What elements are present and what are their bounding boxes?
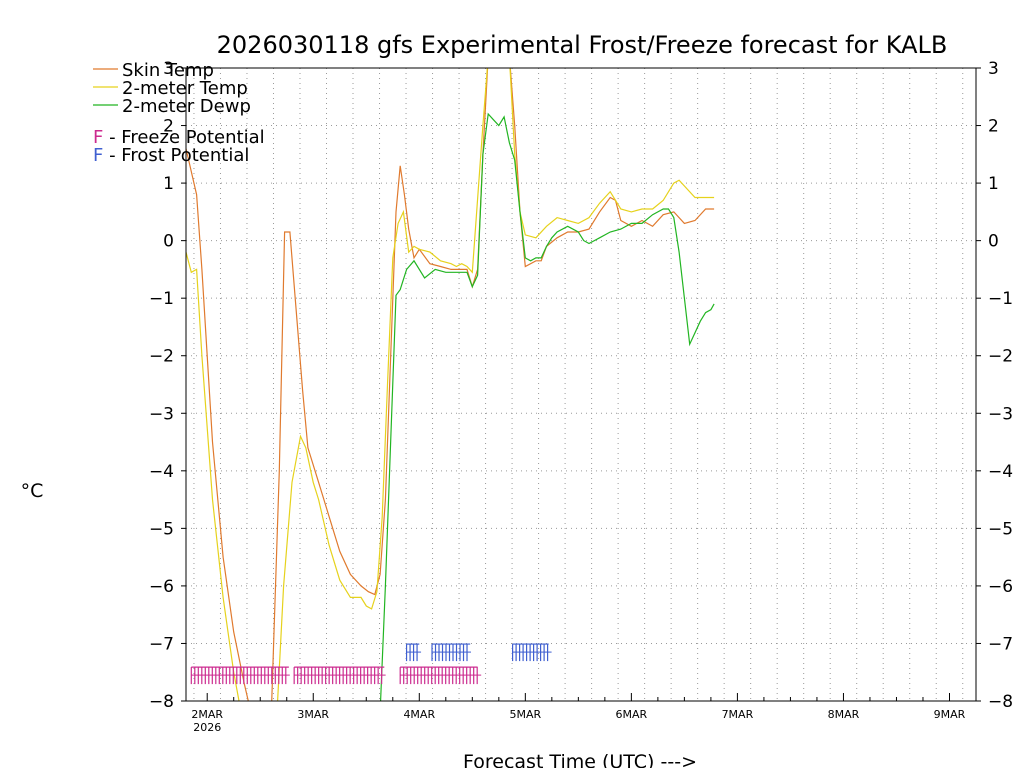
data-series bbox=[186, 68, 715, 701]
y-tick-label-left: −8 bbox=[149, 692, 174, 712]
potential-legend-text: - Frost Potential bbox=[103, 145, 249, 166]
y-tick-label-right: 0 bbox=[988, 232, 999, 252]
y-tick-label-left: −6 bbox=[149, 577, 174, 597]
y-tick-label-left: −7 bbox=[149, 634, 174, 654]
series-line-2-meter-temp bbox=[186, 68, 715, 701]
x-date-label: 3MAR bbox=[297, 708, 329, 721]
y-tick-label-right: −1 bbox=[988, 289, 1013, 309]
x-year-label: 2026 bbox=[193, 721, 221, 734]
potential-legend-symbol: F bbox=[93, 127, 103, 148]
x-date-label: 8MAR bbox=[828, 708, 860, 721]
axes: 3 3 2 2 1 1 0 0 −1 −1 −2 −2 −3 −3 −4 −4 −5 −5 −6 −6 −7 −7 −8 −8… bbox=[149, 59, 1013, 734]
y-tick-label-left: −5 bbox=[149, 519, 174, 539]
x-date-label: 9MAR bbox=[934, 708, 966, 721]
y-tick-label-right: −4 bbox=[988, 462, 1013, 482]
y-tick-label-right: −5 bbox=[988, 519, 1013, 539]
y-tick-label-right: −8 bbox=[988, 692, 1013, 712]
potential-legend-item: F - Frost Potential bbox=[93, 145, 249, 166]
legend-label: 2-meter Dewp bbox=[122, 96, 251, 117]
potential-legend-item: F - Freeze Potential bbox=[93, 127, 265, 148]
y-axis-label: °C bbox=[21, 480, 44, 502]
potential-legend-symbol: F bbox=[93, 145, 103, 166]
y-tick-label-left: −4 bbox=[149, 462, 174, 482]
y-tick-label-left: −2 bbox=[149, 347, 174, 367]
y-tick-label-left: 2 bbox=[163, 117, 174, 137]
y-tick-label-right: 3 bbox=[988, 59, 999, 79]
y-tick-label-right: −3 bbox=[988, 404, 1013, 424]
x-date-label: 5MAR bbox=[509, 708, 541, 721]
y-tick-label-right: −7 bbox=[988, 634, 1013, 654]
y-tick-label-left: 3 bbox=[163, 59, 174, 79]
y-tick-label-left: 1 bbox=[163, 174, 174, 194]
y-tick-label-left: 0 bbox=[163, 232, 174, 252]
plot-frame bbox=[185, 67, 977, 702]
x-axis-label: Forecast Time (UTC) ---> bbox=[463, 751, 697, 768]
y-tick-label-left: −1 bbox=[149, 289, 174, 309]
potential-markers bbox=[190, 643, 552, 685]
legend-label: Skin Temp bbox=[122, 60, 214, 81]
chart-title: 2026030118 gfs Experimental Frost/Freeze… bbox=[217, 31, 948, 59]
y-tick-label-left: −3 bbox=[149, 404, 174, 424]
x-date-label: 2MAR bbox=[191, 708, 223, 721]
grid-lines bbox=[186, 68, 976, 701]
x-date-label: 7MAR bbox=[722, 708, 754, 721]
y-tick-label-right: 1 bbox=[988, 174, 999, 194]
x-date-label: 6MAR bbox=[616, 708, 648, 721]
legend-label: 2-meter Temp bbox=[122, 78, 248, 99]
x-date-label: 4MAR bbox=[403, 708, 435, 721]
y-tick-label-right: −2 bbox=[988, 347, 1013, 367]
series-line-2-meter-dewp bbox=[379, 112, 715, 701]
y-tick-label-right: 2 bbox=[988, 117, 999, 137]
potential-legend-text: - Freeze Potential bbox=[103, 127, 264, 148]
series-line-skin-temp bbox=[186, 68, 715, 701]
y-tick-label-right: −6 bbox=[988, 577, 1013, 597]
